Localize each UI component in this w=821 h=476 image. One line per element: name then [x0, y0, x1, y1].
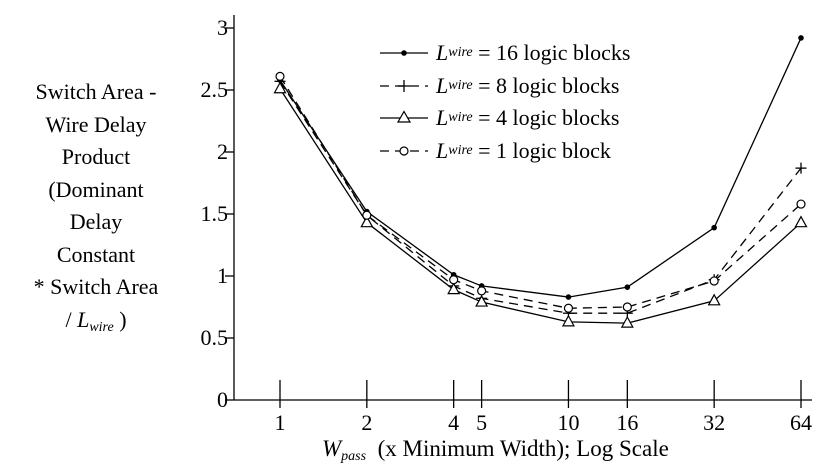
series-line: [279, 88, 802, 324]
data-point: [273, 81, 287, 94]
series-layer: [273, 35, 808, 328]
y-tick-label: 0: [217, 387, 228, 412]
data-point: [563, 303, 574, 313]
legend-swatch-4: [380, 110, 428, 123]
data-point: [794, 215, 808, 228]
legend-text: = 1 logic block: [472, 137, 611, 163]
data-point: [447, 282, 461, 295]
data-point: [565, 294, 572, 300]
data-point: [795, 162, 807, 174]
legend-var: L: [436, 40, 449, 65]
legend-text: = 16 logic blocks: [472, 40, 631, 65]
series-line: [279, 37, 802, 298]
y-tick-label: 3: [217, 15, 228, 40]
data-point: [620, 315, 634, 328]
legend-swatch-16: [380, 50, 428, 57]
x-axis-label: Wpass (x Minimum Width); Log Scale: [322, 436, 669, 464]
series-3: [275, 71, 806, 313]
y-axis-label-line: Delay: [69, 209, 123, 234]
y-axis-label-line: Product: [61, 144, 131, 169]
legend-swatch-1: [380, 146, 428, 156]
legend-var: L: [436, 137, 449, 163]
legend-var: L: [436, 72, 449, 98]
y-tick-label: 0.5: [201, 325, 229, 350]
x-tick-label: 32: [703, 410, 725, 435]
x-tick-label: 10: [557, 410, 579, 435]
x-tick-label: 2: [361, 410, 372, 435]
x-axis-label-rest: (x Minimum Width); Log Scale: [366, 436, 669, 461]
data-point: [622, 302, 632, 312]
legend-text: = 8 logic blocks: [472, 72, 620, 98]
y-axis-label-suffix: ): [113, 306, 127, 332]
x-axis-label-var: W: [322, 436, 342, 461]
x-tick-label: 1: [275, 410, 286, 435]
y-axis-label-sub: wire: [89, 319, 114, 335]
y-tick-label: 2: [217, 139, 228, 164]
y-tick-label: 1.5: [201, 201, 229, 226]
data-point: [475, 294, 489, 307]
axes: 0 0.5 1 1.5 2 2.5 3 1 2 4 5 10 16 32 64: [201, 15, 812, 435]
data-point: [798, 35, 804, 41]
x-axis-label-sub: pass: [341, 449, 367, 464]
data-point: [711, 224, 717, 231]
y-axis-label-line: (Dominant: [48, 176, 144, 202]
y-axis-label-line-last: / Lwire ): [6, 304, 186, 337]
series-2: [273, 81, 808, 328]
data-point: [449, 275, 459, 285]
y-axis-label-line: Switch Area -: [35, 79, 157, 104]
x-tick-label: 16: [616, 410, 638, 435]
y-axis-label-line: Wire Delay: [45, 111, 147, 137]
y-tick-label: 1: [217, 263, 228, 288]
y-axis-label: Switch Area - Wire Delay Product (Domina…: [6, 76, 186, 336]
data-point: [709, 276, 719, 286]
data-point: [561, 314, 575, 327]
legend-text: = 4 logic blocks: [472, 105, 620, 130]
data-point: [624, 284, 631, 290]
data-point: [362, 210, 372, 220]
legend-swatch-8: [380, 79, 428, 92]
legend-var: L: [436, 105, 449, 130]
x-tick-label: 5: [476, 410, 487, 435]
data-point: [707, 293, 721, 306]
data-point: [275, 71, 285, 81]
x-tick-label: 64: [790, 410, 812, 435]
x-tick-label: 4: [448, 410, 459, 435]
y-axis-label-line: Constant: [56, 241, 136, 267]
series-line: [279, 76, 802, 309]
data-point: [796, 199, 806, 209]
data-point: [360, 215, 374, 228]
y-tick-label: 2.5: [201, 77, 229, 102]
y-axis-label-var: L: [77, 306, 90, 332]
y-axis-label-prefix: /: [65, 306, 78, 332]
data-point: [477, 286, 487, 296]
y-axis-label-line: * Switch Area: [33, 274, 159, 299]
